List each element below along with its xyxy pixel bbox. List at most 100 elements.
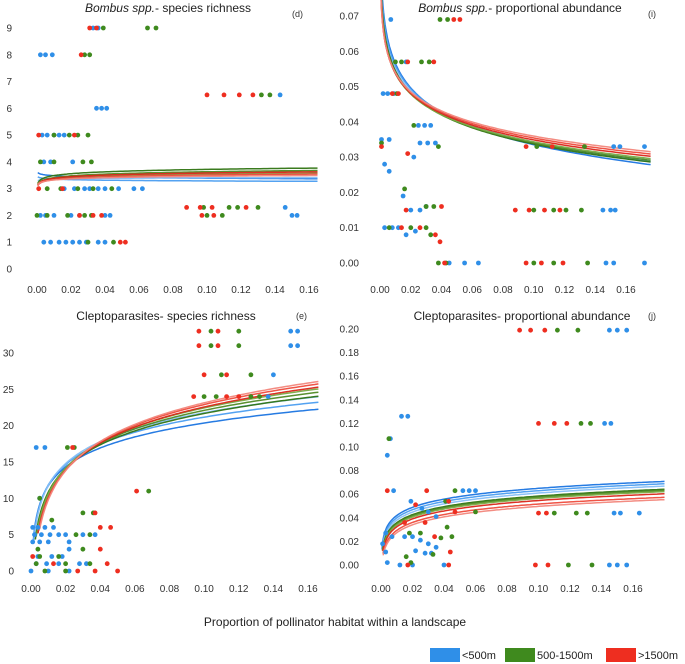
data-point xyxy=(37,554,43,559)
x-tick-label: 0.14 xyxy=(586,285,606,296)
data-point xyxy=(104,561,110,567)
x-tick-label: 0.08 xyxy=(163,285,183,296)
data-point xyxy=(389,534,395,540)
y-tick-label: 0.18 xyxy=(340,348,360,359)
fit-curve-500-1500m xyxy=(381,490,665,551)
data-point xyxy=(48,159,53,165)
data-point xyxy=(90,186,96,192)
data-point xyxy=(32,532,37,538)
data-point xyxy=(211,213,217,218)
data-point xyxy=(382,225,387,231)
data-point xyxy=(65,445,70,450)
x-tick-label: 0.02 xyxy=(61,285,81,296)
data-point xyxy=(282,205,288,210)
data-point xyxy=(383,530,389,536)
data-point xyxy=(45,568,51,574)
data-point xyxy=(379,140,384,146)
data-point xyxy=(99,105,104,111)
panel-i: Bombus spp.- proportional abundance (i) 0.… xyxy=(340,0,656,296)
data-point xyxy=(400,193,406,199)
data-point xyxy=(201,205,207,210)
data-point xyxy=(614,562,620,568)
panel-title-text: Cleptoparasites- proportional abundance xyxy=(414,309,631,323)
data-point xyxy=(80,532,86,538)
data-point xyxy=(259,92,264,98)
data-point xyxy=(288,343,294,349)
fit-curve-500-1500m xyxy=(381,489,665,551)
data-point xyxy=(44,213,50,218)
data-point xyxy=(97,525,103,530)
data-point xyxy=(63,532,68,538)
data-point xyxy=(295,328,300,334)
x-tick-label: 0.14 xyxy=(264,584,284,595)
data-point xyxy=(457,17,463,22)
data-point xyxy=(473,488,478,494)
data-point xyxy=(405,562,411,568)
data-point xyxy=(433,140,438,146)
data-point xyxy=(391,488,396,494)
y-tick-label: 0.00 xyxy=(340,259,360,270)
data-point xyxy=(208,328,214,334)
x-tick-label: 0.00 xyxy=(371,584,391,595)
data-point xyxy=(97,546,103,552)
data-point xyxy=(413,228,418,234)
data-point xyxy=(444,524,450,530)
data-point xyxy=(102,213,108,218)
data-point xyxy=(389,91,395,96)
data-point xyxy=(402,520,407,525)
data-point xyxy=(582,144,587,150)
data-point xyxy=(539,260,544,266)
data-point xyxy=(221,92,227,98)
data-point xyxy=(384,488,390,494)
data-point xyxy=(419,506,425,511)
fit-curve-500m xyxy=(32,408,319,544)
data-point xyxy=(413,548,418,554)
data-point xyxy=(235,205,241,210)
x-tick-label: 0.14 xyxy=(265,285,285,296)
data-point xyxy=(107,213,113,218)
y-tick-label: 4 xyxy=(6,157,12,168)
x-tick-label: 0.16 xyxy=(623,584,643,595)
data-point xyxy=(379,144,384,150)
data-point xyxy=(294,213,300,218)
data-point xyxy=(460,488,466,494)
data-point xyxy=(446,498,452,504)
x-tick-label: 0.12 xyxy=(560,584,580,595)
data-point xyxy=(204,213,210,218)
data-point xyxy=(267,92,273,98)
data-point xyxy=(85,239,91,245)
legend-label: 500-1500m xyxy=(537,650,593,662)
data-point xyxy=(116,186,121,192)
y-tick-label: 6 xyxy=(6,104,12,115)
panel-d: Bombus spp.- species richness (d) 0.00 0.02… xyxy=(6,1,319,296)
y-tick-label: 0.00 xyxy=(340,561,360,572)
data-point xyxy=(551,260,557,266)
data-point xyxy=(437,17,443,22)
data-point xyxy=(87,186,93,192)
y-tick-label: 0.14 xyxy=(340,395,360,406)
y-tick-label: 0.01 xyxy=(340,223,360,234)
data-point xyxy=(42,568,48,574)
data-point xyxy=(94,105,99,111)
data-point xyxy=(423,204,429,209)
data-point xyxy=(564,421,570,426)
data-point xyxy=(600,207,606,213)
data-point xyxy=(75,186,81,192)
data-point xyxy=(402,534,407,540)
data-point xyxy=(403,554,409,560)
data-point xyxy=(102,239,108,245)
panel-letter-j: (j) xyxy=(648,311,656,321)
data-point xyxy=(607,562,612,568)
data-point xyxy=(36,186,42,192)
data-point xyxy=(399,413,404,419)
data-point xyxy=(236,343,242,349)
data-point xyxy=(417,225,423,231)
y-tick-label: 7 xyxy=(6,77,12,88)
data-point xyxy=(248,394,254,399)
data-point xyxy=(449,534,455,540)
data-point xyxy=(410,534,415,540)
data-point xyxy=(42,445,48,450)
data-point xyxy=(49,554,55,559)
data-point xyxy=(224,394,230,399)
y-tick-label: 1 xyxy=(6,238,12,249)
